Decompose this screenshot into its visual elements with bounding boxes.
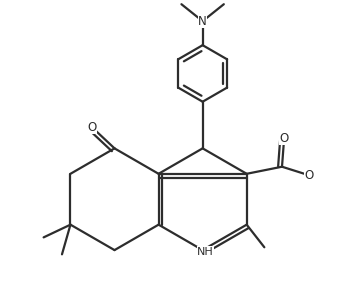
Text: O: O bbox=[87, 121, 96, 134]
Text: N: N bbox=[198, 15, 207, 28]
Text: NH: NH bbox=[197, 247, 214, 256]
Text: O: O bbox=[279, 132, 289, 145]
Text: O: O bbox=[304, 169, 314, 182]
